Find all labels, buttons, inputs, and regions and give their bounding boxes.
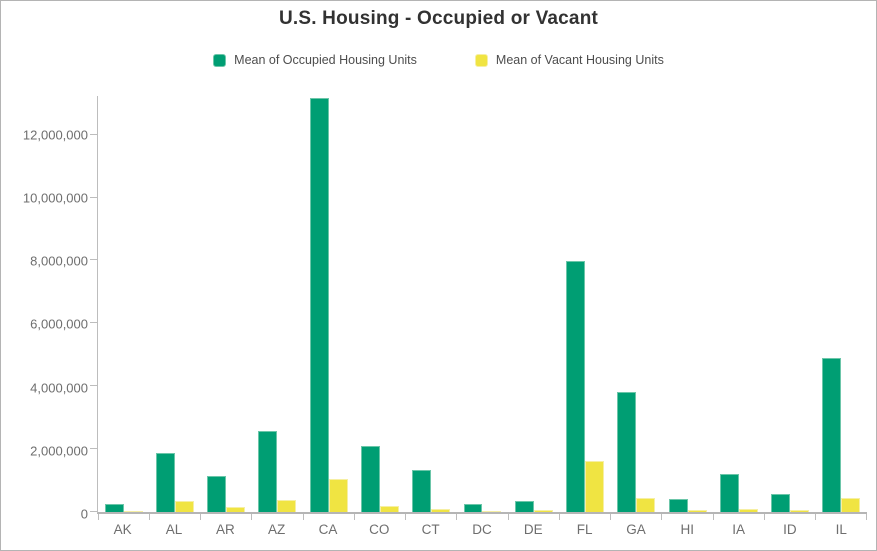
y-axis-tick-label: 6,000,000 [30,316,88,332]
bar-occupied-HI[interactable] [668,498,688,512]
bar-vacant-CO[interactable] [379,506,399,512]
bar-occupied-ID[interactable] [771,493,791,512]
bar-occupied-CO[interactable] [361,446,380,512]
category-group-IA [713,96,766,520]
x-axis-label-AL: AL [165,522,183,537]
y-axis-tick-mark [90,196,98,198]
y-axis-tick-mark [90,511,98,512]
bar-vacant-GA[interactable] [636,497,656,512]
y-axis-tick-label: 12,000,000 [22,127,88,143]
bar-vacant-IA[interactable] [738,509,758,512]
x-axis-label-AR: AR [215,522,235,537]
y-axis-tick-mark [90,322,98,324]
bar-occupied-AR[interactable] [207,476,227,512]
x-axis-label-DC: DC [472,522,492,537]
y-axis-tick-mark [90,385,98,387]
legend-label-occupied: Mean of Occupied Housing Units [234,53,417,67]
y-axis-labels: 0 2,000,000 4,000,000 6,000,000 8,000,000 10,… [1,96,88,521]
category-group-AZ [252,96,304,520]
bar-occupied-DE[interactable] [514,501,534,512]
bar-vacant-FL[interactable] [585,461,604,512]
category-group-FL [559,96,612,520]
x-axis-label-AZ: AZ [268,522,286,537]
bar-vacant-HI[interactable] [687,509,707,512]
bar-occupied-DC[interactable] [463,503,483,512]
x-axis-label-HI: HI [680,522,695,537]
legend-item-vacant[interactable]: Mean of Vacant Housing Units [474,53,664,67]
x-axis-label-CO: CO [369,522,390,537]
plot-area [90,96,868,520]
x-axis-label-IA: IA [732,522,745,537]
category-group-DC [457,96,509,520]
x-axis-label-ID: ID [783,522,797,537]
bar-vacant-CA[interactable] [328,478,348,512]
category-group-AK [97,96,151,520]
y-axis-tick-mark [90,259,98,261]
y-axis-tick-label: 2,000,000 [30,443,88,459]
chart-title: U.S. Housing - Occupied or Vacant [278,8,599,29]
x-axis-label-GA: GA [626,522,646,537]
category-group-GA [611,96,663,520]
bars-row [97,96,868,520]
legend-label-vacant: Mean of Vacant Housing Units [495,53,664,67]
category-group-CO [354,96,407,520]
category-group-CA [303,96,356,520]
bar-occupied-AZ[interactable] [258,430,278,512]
y-axis-tick-label: 0 [80,506,88,522]
bar-vacant-CT[interactable] [431,508,451,512]
bar-occupied-AL[interactable] [155,453,175,512]
bar-vacant-AL[interactable] [174,501,194,512]
category-group-AR [201,96,253,520]
category-group-DE [508,96,561,520]
y-axis-tick-label: 10,000,000 [22,190,88,206]
legend-swatch-occupied-icon [213,53,227,67]
y-axis-tick-label: 8,000,000 [30,253,88,269]
bar-vacant-ID[interactable] [790,510,810,512]
bar-occupied-AK[interactable] [104,504,124,512]
bar-vacant-DC[interactable] [482,511,502,512]
x-axis-label-FL: FL [576,522,593,537]
category-group-CT [406,96,458,520]
category-group-ID [764,96,817,520]
bar-occupied-IL[interactable] [822,358,842,512]
y-axis-tick-mark [90,133,98,135]
bar-vacant-AK[interactable] [123,510,143,512]
x-axis-labels: AK AL AR AZ CA CO CT DC DE FL GA HI IA ID IL [97,522,867,537]
bar-occupied-IA[interactable] [719,474,739,512]
bar-occupied-FL[interactable] [566,261,586,512]
legend-item-occupied[interactable]: Mean of Occupied Housing Units [213,53,417,67]
y-axis-tick-mark [90,448,98,450]
legend: Mean of Occupied Housing Units Mean of V… [1,53,876,67]
y-axis-tick-label: 4,000,000 [30,380,88,396]
bar-occupied-CA[interactable] [309,97,329,512]
legend-swatch-vacant-icon [474,53,488,67]
bar-vacant-IL[interactable] [841,497,861,512]
bar-occupied-CT[interactable] [412,470,432,512]
x-axis-label-CA: CA [318,522,338,537]
bar-vacant-DE[interactable] [533,510,553,512]
bar-vacant-AZ[interactable] [277,500,297,512]
x-axis-label-DE: DE [523,522,543,537]
category-group-IL [816,96,868,520]
category-group-HI [662,96,714,520]
x-axis-label-IL: IL [835,522,847,537]
x-axis-label-AK: AK [113,522,132,537]
bar-occupied-GA[interactable] [617,391,637,512]
category-group-AL [149,96,202,520]
x-axis-label-CT: CT [421,522,440,537]
bar-vacant-AR[interactable] [226,506,246,512]
